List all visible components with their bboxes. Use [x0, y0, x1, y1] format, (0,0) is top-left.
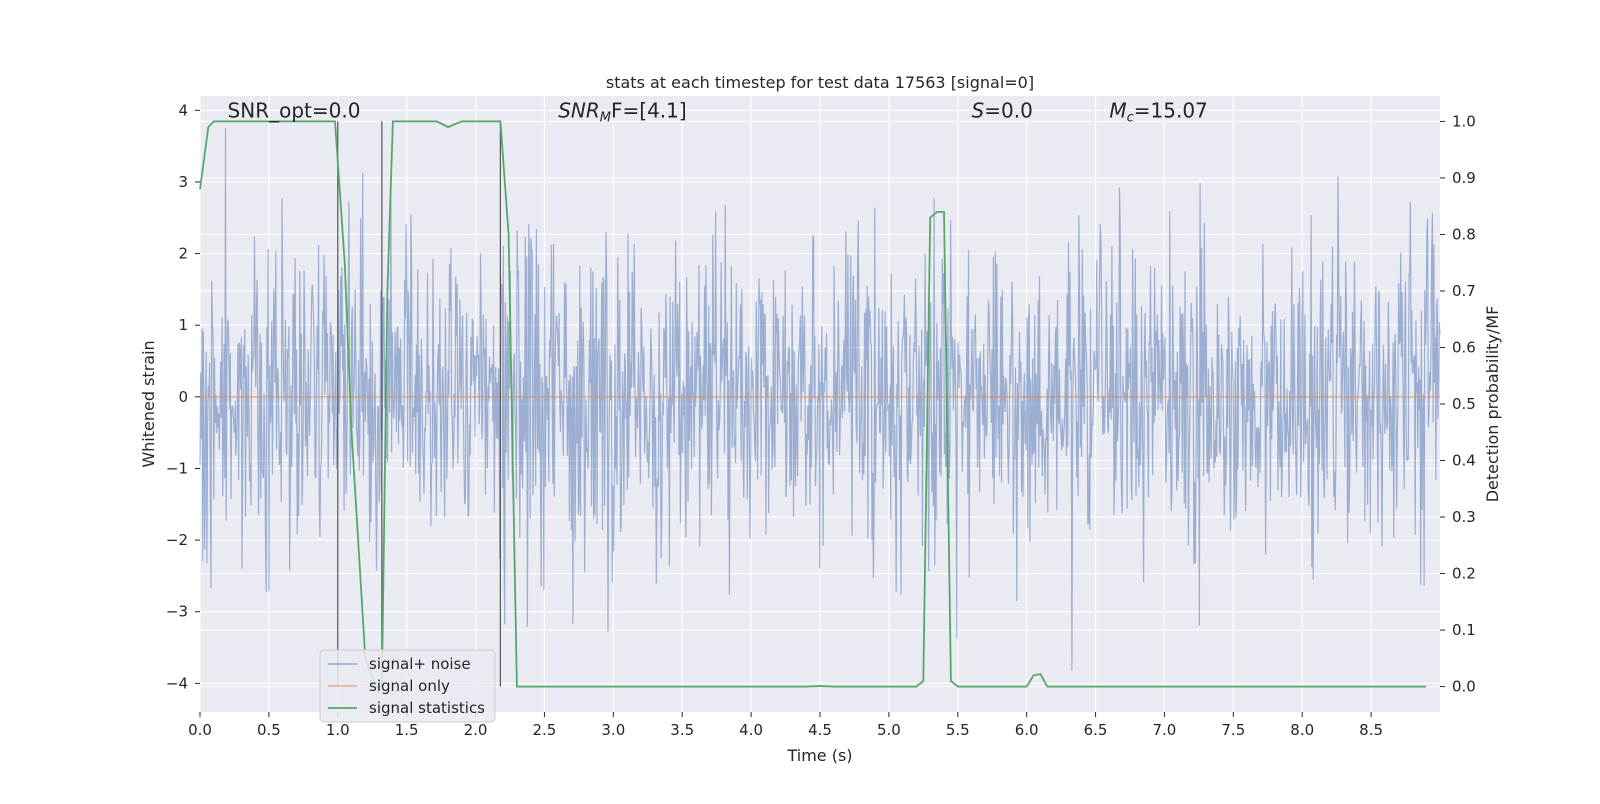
- y-tick-label-left: 3: [178, 173, 188, 191]
- x-axis-label: Time (s): [786, 746, 852, 765]
- y-tick-label-right: 0.9: [1452, 169, 1476, 187]
- axis-ticks: 0.0 0.5 1.0 1.5 2.0 2.5 3.0 3.5 4.0 4.5 5.0 5.5 6.0 6…: [166, 101, 1476, 739]
- noise-line: [199, 128, 1441, 671]
- legend-label-noise: signal+ noise: [369, 655, 471, 673]
- x-tick-label: 5.5: [946, 721, 970, 739]
- y-tick-label-left: −1: [166, 459, 188, 477]
- y-tick-label-right: 1.0: [1452, 112, 1476, 130]
- y-tick-label-right: 0.2: [1452, 565, 1476, 583]
- annotation-3: Mc=15.07: [1109, 98, 1207, 125]
- x-tick-label: 6.5: [1084, 721, 1108, 739]
- series-signal-noise: [199, 128, 1441, 671]
- y-tick-label-left: −2: [166, 531, 188, 549]
- chart-title: stats at each timestep for test data 175…: [606, 73, 1034, 92]
- legend-label-stats: signal statistics: [369, 699, 485, 717]
- x-tick-label: 8.0: [1290, 721, 1314, 739]
- x-tick-label: 2.5: [533, 721, 557, 739]
- x-tick-label: 3.0: [601, 721, 625, 739]
- y-tick-label-right: 0.6: [1452, 338, 1476, 356]
- x-tick-label: 3.5: [670, 721, 694, 739]
- y-tick-label-right: 0.4: [1452, 452, 1476, 470]
- annotations: SNR_opt=0.0 SNRMF=[4.1] S=0.0 Mc=15.07: [228, 98, 1208, 125]
- x-tick-label: 0.0: [188, 721, 212, 739]
- x-tick-label: 7.0: [1153, 721, 1177, 739]
- vertical-markers: [337, 121, 501, 687]
- legend: signal+ noise signal only signal statist…: [319, 649, 496, 723]
- y-tick-label-right: 0.5: [1452, 395, 1476, 413]
- annotation-2: S=0.0: [972, 98, 1033, 122]
- y-tick-label-right: 0.3: [1452, 508, 1476, 526]
- legend-label-signal: signal only: [369, 677, 450, 695]
- y-axis-label-left: Whitened strain: [139, 340, 158, 467]
- y-tick-label-right: 0.7: [1452, 282, 1476, 300]
- y-tick-label-left: 1: [178, 316, 188, 334]
- y-tick-label-right: 0.1: [1452, 621, 1476, 639]
- x-tick-label: 5.0: [877, 721, 901, 739]
- y-tick-label-left: 2: [178, 245, 188, 263]
- x-tick-label: 7.5: [1221, 721, 1245, 739]
- series-signal-statistics: [199, 120, 1427, 688]
- x-tick-label: 2.0: [464, 721, 488, 739]
- x-tick-label: 1.5: [395, 721, 419, 739]
- legend-box: [319, 649, 496, 723]
- y-tick-label-left: −3: [166, 603, 188, 621]
- annotation-0: SNR_opt=0.0: [228, 98, 361, 122]
- x-tick-label: 4.5: [808, 721, 832, 739]
- y-tick-label-left: −4: [166, 674, 188, 692]
- y-tick-label-left: 0: [178, 388, 188, 406]
- x-tick-label: 8.5: [1359, 721, 1383, 739]
- x-tick-label: 4.0: [739, 721, 763, 739]
- y-tick-label-right: 0.0: [1452, 678, 1476, 696]
- x-tick-label: 1.0: [326, 721, 350, 739]
- stats-line: [199, 120, 1427, 688]
- y-axis-label-right: Detection probability/MF: [1483, 306, 1502, 503]
- y-tick-label-left: 4: [178, 101, 188, 119]
- y-tick-label-right: 0.8: [1452, 225, 1476, 243]
- x-tick-label: 6.0: [1015, 721, 1039, 739]
- x-tick-label: 0.5: [257, 721, 281, 739]
- annotation-1: SNRMF=[4.1]: [558, 98, 686, 125]
